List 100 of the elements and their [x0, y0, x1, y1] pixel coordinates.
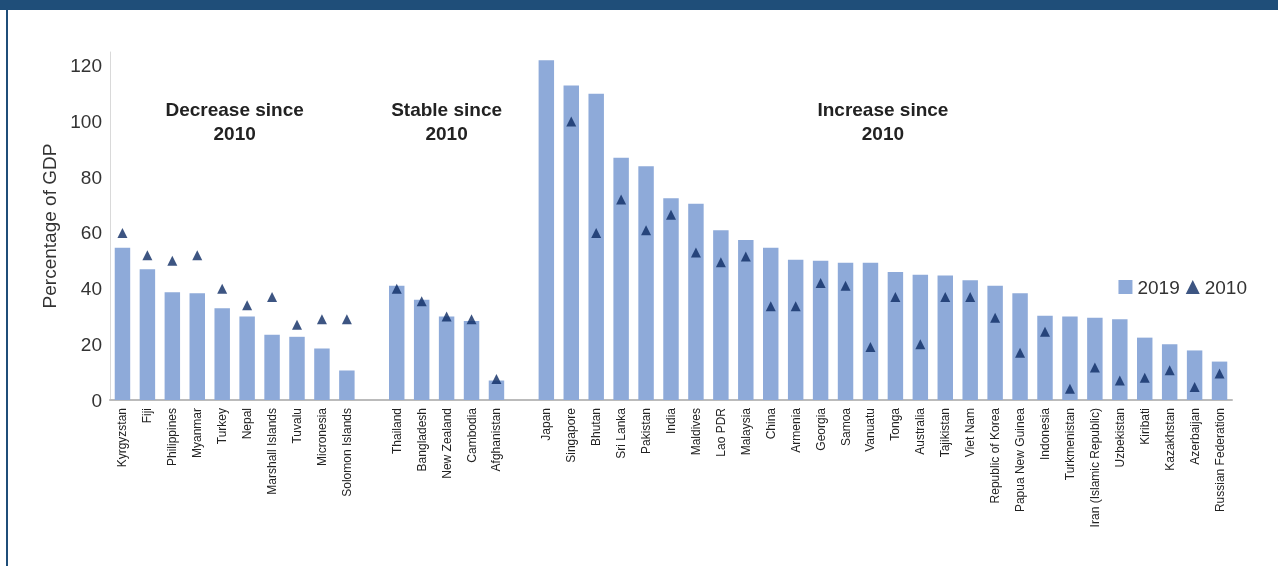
point — [466, 314, 477, 325]
point — [990, 312, 1001, 323]
x-tick-label: New Zealand — [439, 408, 454, 479]
point — [1040, 326, 1050, 337]
point — [192, 250, 203, 261]
x-tick-label: Russian Federation — [1212, 408, 1227, 513]
bar — [812, 260, 829, 400]
x-tick-label: Fiji — [140, 408, 155, 424]
x-tick-label: Myanmar — [190, 408, 205, 459]
x-tick-label: Uzbekistan — [1112, 408, 1127, 468]
x-tick-label: Kyrgyzstan — [115, 408, 130, 468]
bar — [189, 293, 205, 400]
point — [915, 339, 926, 350]
point — [217, 283, 228, 294]
x-tick-label: Kazakhstan — [1162, 408, 1177, 471]
bar — [438, 316, 455, 400]
bar — [962, 280, 978, 400]
x-tick-label: Australia — [913, 407, 928, 455]
point — [641, 225, 652, 236]
x-tick-label: Sri Lanka — [614, 407, 629, 459]
bar — [837, 262, 854, 400]
bar — [264, 334, 280, 400]
bar — [713, 230, 729, 400]
point — [616, 194, 627, 205]
y-tick-label: 60 — [80, 222, 102, 244]
x-tick-label: Micronesia — [314, 407, 329, 467]
y-tick-label: 100 — [70, 111, 102, 133]
point — [341, 314, 352, 325]
x-tick-label: Armenia — [788, 407, 803, 453]
x-tick-label: Thailand — [389, 408, 404, 455]
x-tick-label: Tuvalu — [290, 408, 304, 444]
bar — [638, 166, 654, 400]
x-tick-label: Marshall Islands — [265, 408, 280, 495]
point — [267, 291, 278, 302]
bar — [289, 336, 305, 400]
x-tick-label: Georgia — [813, 407, 828, 451]
bar — [1161, 344, 1178, 400]
point — [690, 247, 701, 258]
bar — [538, 60, 555, 400]
x-tick-label: Turkmenistan — [1062, 408, 1077, 481]
point — [316, 314, 327, 325]
bar — [164, 292, 181, 400]
point — [965, 291, 976, 302]
point — [1015, 347, 1026, 358]
x-tick-label: Viet Nam — [963, 408, 978, 458]
point — [666, 209, 676, 220]
x-tick-label: Tonga — [888, 407, 903, 441]
point — [441, 311, 452, 322]
point — [715, 257, 726, 268]
bar — [763, 247, 779, 400]
y-tick-label: 40 — [80, 278, 102, 300]
bar — [389, 285, 405, 400]
point — [1139, 372, 1150, 383]
x-tick-label: Republic of Korea — [988, 407, 1003, 504]
x-tick-label: Pakistan — [639, 408, 654, 455]
x-tick-label: Malaysia — [738, 407, 753, 456]
bar — [1012, 293, 1028, 400]
point — [1089, 362, 1100, 373]
bar — [862, 262, 879, 400]
x-tick-label: Maldives — [688, 408, 703, 456]
point — [890, 291, 901, 302]
point — [1164, 365, 1175, 376]
point — [740, 251, 751, 262]
legend-label: 2019 — [1137, 276, 1180, 298]
x-tick-label: Cambodia — [464, 407, 479, 463]
point — [142, 250, 153, 261]
x-tick-label: Samoa — [838, 407, 853, 447]
point — [491, 374, 502, 385]
x-tick-label: India — [664, 407, 678, 435]
point — [790, 301, 801, 312]
point — [1189, 381, 1200, 392]
x-tick-label: Tajikistan — [938, 408, 953, 458]
point — [1114, 375, 1125, 386]
y-tick-label: 0 — [91, 389, 102, 411]
x-tick-label: Bangladesh — [414, 408, 429, 472]
bar — [413, 299, 430, 400]
bar — [663, 198, 679, 400]
x-tick-label: Azerbaijan — [1187, 408, 1202, 465]
bar — [314, 348, 330, 400]
x-tick-label: China — [763, 407, 778, 440]
bar — [613, 157, 629, 400]
bar — [1186, 350, 1203, 400]
legend-label: 2010 — [1204, 276, 1248, 298]
bar — [787, 259, 804, 400]
x-tick-label: Nepal — [240, 408, 255, 440]
x-tick-label: Philippines — [165, 408, 180, 467]
y-tick-label: 20 — [80, 333, 102, 355]
bar — [1087, 317, 1103, 400]
y-tick-label: 80 — [80, 166, 102, 188]
annotation: Stable since 2010 — [391, 99, 503, 145]
point — [940, 291, 951, 302]
bar — [937, 275, 953, 400]
bar — [1112, 319, 1128, 400]
point — [865, 342, 876, 353]
annotation: Decrease since 2010 — [165, 99, 304, 145]
x-tick-label: Kiribati — [1137, 408, 1152, 445]
bar — [1037, 315, 1053, 400]
bar — [563, 85, 579, 400]
point — [815, 278, 826, 289]
point — [391, 283, 402, 294]
